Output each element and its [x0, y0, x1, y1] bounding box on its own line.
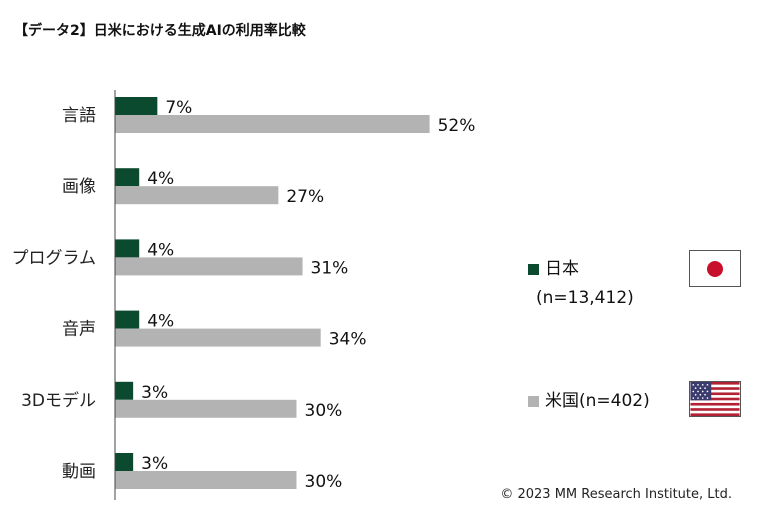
- category-label: 言語: [62, 106, 96, 126]
- bar-us: [115, 328, 321, 347]
- bar-japan: [115, 381, 134, 400]
- data-label-japan: 7%: [165, 98, 192, 118]
- legend-japan-n: (n=13,412): [536, 288, 634, 308]
- bar-japan: [115, 310, 140, 329]
- legend-us-label: 米国(n=402): [545, 391, 650, 411]
- bar-japan: [115, 453, 134, 471]
- data-label-us: 30%: [305, 401, 343, 421]
- bar-japan: [115, 239, 140, 258]
- category-label: プログラム: [12, 248, 97, 268]
- copyright-text: © 2023 MM Research Institute, Ltd.: [500, 487, 732, 502]
- legend-japan-label: 日本: [545, 259, 579, 279]
- data-label-japan: 4%: [147, 169, 174, 189]
- data-label-japan: 3%: [141, 383, 168, 403]
- bar-us: [115, 186, 279, 205]
- bar-us: [115, 471, 297, 489]
- data-label-us: 31%: [311, 258, 349, 278]
- bar-japan: [115, 168, 140, 187]
- japan-swatch: [528, 263, 539, 275]
- data-label-us: 27%: [286, 187, 324, 207]
- us-swatch: [528, 395, 539, 407]
- category-label: 音声: [62, 320, 96, 340]
- chart-title: 【データ2】日米における生成AIの利用率比較: [14, 23, 306, 39]
- data-label-us: 34%: [329, 330, 367, 350]
- data-label-us: 52%: [438, 116, 476, 136]
- data-label-us: 30%: [305, 472, 343, 492]
- us-flag-icon: [689, 381, 741, 417]
- category-label: 画像: [62, 177, 96, 197]
- data-label-japan: 4%: [147, 240, 174, 260]
- legend-item-us: 米国(n=402): [528, 386, 650, 411]
- bar-us: [115, 399, 297, 418]
- category-label: 動画: [62, 462, 96, 482]
- data-label-japan: 4%: [147, 312, 174, 332]
- bar-japan: [115, 97, 158, 115]
- japan-flag-icon: [689, 250, 741, 287]
- bar-us: [115, 115, 430, 133]
- data-label-japan: 3%: [141, 454, 168, 474]
- bar-us: [115, 257, 303, 276]
- category-label: 3Dモデル: [21, 390, 96, 411]
- legend-item-japan: 日本: [528, 254, 579, 279]
